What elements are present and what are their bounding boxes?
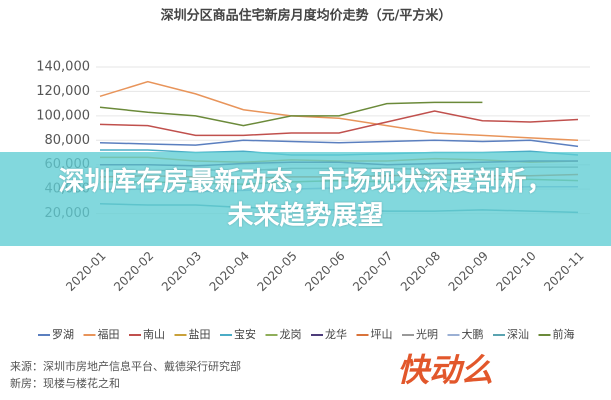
legend-label: 龙华 — [325, 327, 347, 341]
legend-label: 前海 — [553, 327, 575, 341]
source: 来源：深圳市房地产信息平台、戴德梁行研究部 — [10, 359, 241, 373]
x-tick-label: 2020-06 — [302, 249, 347, 294]
legend-label: 南山 — [143, 328, 165, 341]
chart-title: 深圳分区商品住宅新房月度均价走势（元/平方米） — [161, 8, 452, 24]
x-tick-label: 2020-03 — [159, 249, 204, 294]
legend-label: 罗湖 — [52, 328, 74, 341]
series-line — [99, 110, 579, 137]
x-tick-label: 2020-04 — [207, 249, 252, 294]
x-tick-label: 2020-05 — [254, 249, 299, 294]
y-tick-label: 120,000 — [36, 84, 90, 99]
x-tick-label: 2020-09 — [446, 249, 491, 294]
x-tick-label: 2020-07 — [350, 249, 395, 294]
watermark: 快动么 — [397, 351, 493, 389]
source-note: 新房：现楼与楼花之和 — [10, 376, 120, 390]
legend-label: 盐田 — [189, 328, 211, 341]
y-tick-label: 80,000 — [45, 133, 91, 148]
y-tick-label: 100,000 — [36, 108, 90, 123]
x-tick-label: 2020-02 — [111, 249, 156, 294]
series-line — [99, 80, 579, 142]
legend-label: 龙岗 — [280, 328, 302, 341]
legend-label: 深汕 — [507, 328, 529, 341]
legend-label: 大鹏 — [462, 327, 484, 341]
y-tick-label: 140,000 — [36, 60, 90, 75]
x-tick-label: 2020-01 — [63, 249, 108, 294]
legend-label: 坪山 — [371, 328, 393, 341]
series-line — [99, 101, 483, 127]
legend-label: 光明 — [416, 327, 438, 341]
legend-label: 宝安 — [234, 327, 256, 341]
x-tick-label: 2020-10 — [493, 249, 538, 294]
series-line — [99, 139, 579, 148]
legend-label: 福田 — [98, 327, 120, 341]
banner: 深圳库存房最新动态，市场现状深度剖析，未来趋势展望 — [0, 152, 611, 246]
x-tick-label: 2020-11 — [541, 249, 586, 294]
banner-text: 深圳库存房最新动态，市场现状深度剖析，未来趋势展望 — [58, 167, 553, 231]
x-tick-label: 2020-08 — [398, 249, 443, 294]
